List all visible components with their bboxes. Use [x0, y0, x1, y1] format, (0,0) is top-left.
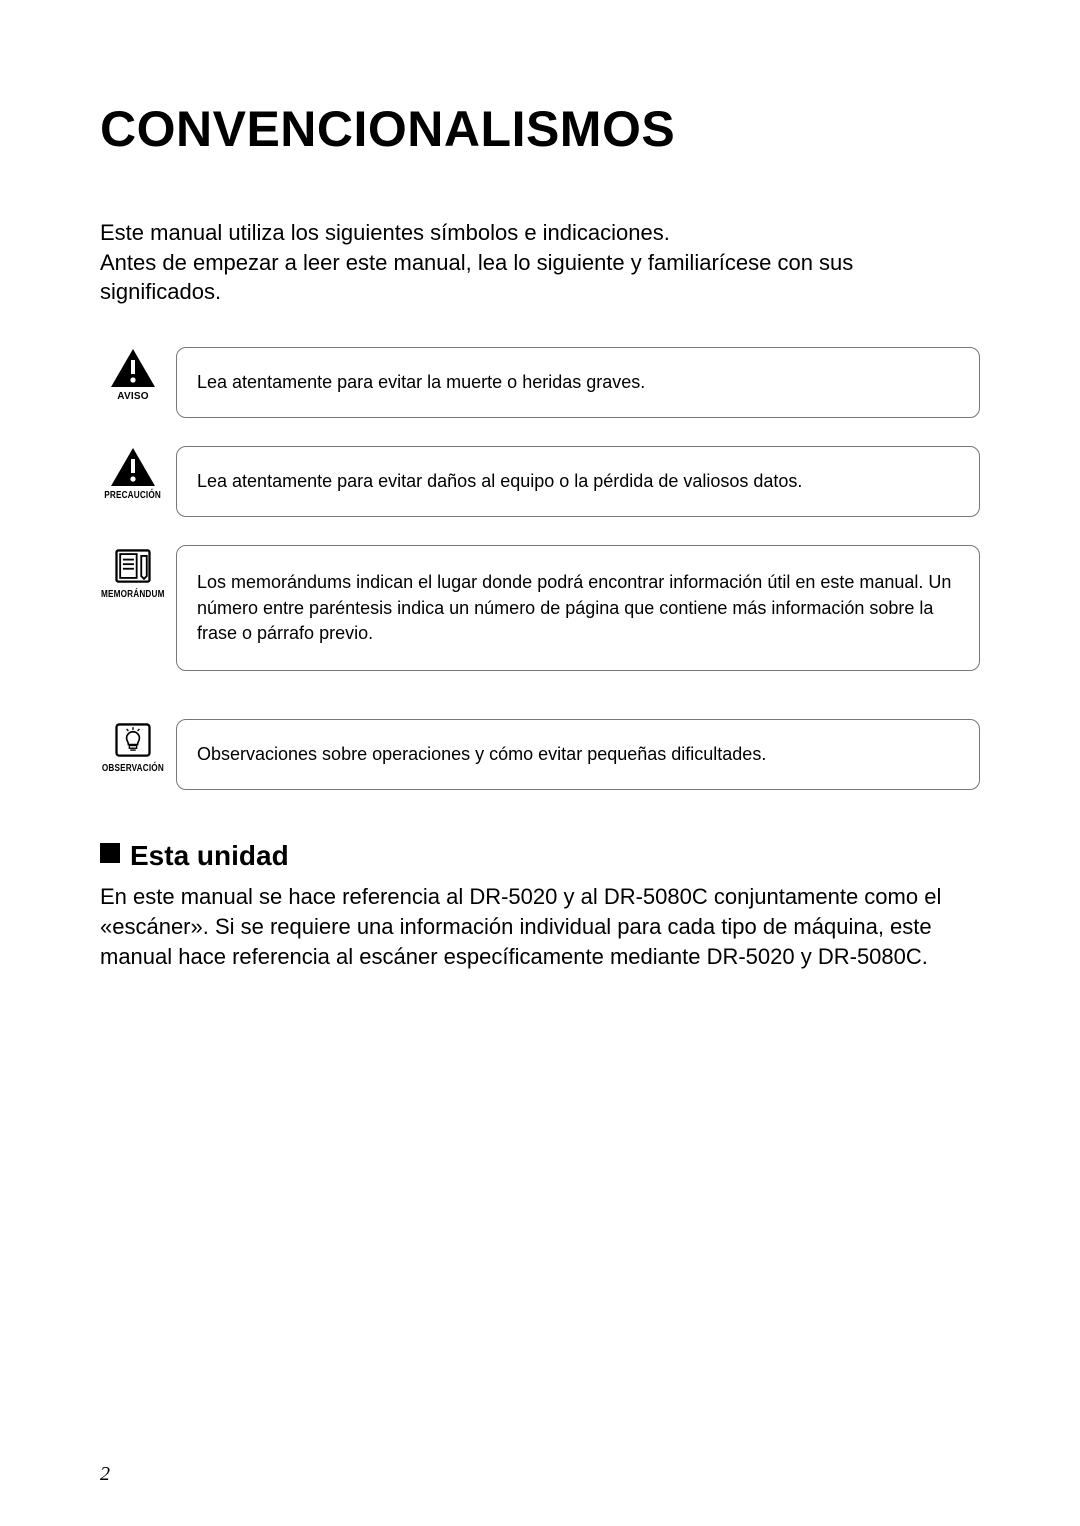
intro-paragraph: Este manual utiliza los siguientes símbo… — [100, 218, 980, 307]
symbol-icon-col: PRECAUCIÓN — [100, 446, 166, 517]
symbol-description-text: Los memorándums indican el lugar donde p… — [197, 570, 959, 646]
symbol-row-memorandum: MEMORÁNDUM Los memorándums indican el lu… — [100, 545, 980, 671]
square-bullet-icon — [100, 843, 120, 863]
symbol-row-observacion: OBSERVACIÓN Observaciones sobre operacio… — [100, 719, 980, 790]
symbol-description-box: Los memorándums indican el lugar donde p… — [176, 545, 980, 671]
symbol-label: AVISO — [117, 391, 148, 402]
symbol-description-box: Observaciones sobre operaciones y cómo e… — [176, 719, 980, 790]
warning-triangle-icon — [109, 347, 157, 389]
symbol-description-text: Observaciones sobre operaciones y cómo e… — [197, 742, 766, 767]
section-heading-text: Esta unidad — [130, 840, 289, 871]
symbol-row-aviso: AVISO Lea atentamente para evitar la mue… — [100, 347, 980, 418]
symbol-description-text: Lea atentamente para evitar daños al equ… — [197, 469, 802, 494]
page-title: CONVENCIONALISMOS — [100, 100, 980, 158]
symbol-label: OBSERVACIÓN — [102, 763, 164, 774]
symbol-label: MEMORÁNDUM — [101, 589, 165, 600]
symbol-icon-col: MEMORÁNDUM — [100, 545, 166, 671]
symbol-label: PRECAUCIÓN — [105, 490, 162, 501]
symbol-description-box: Lea atentamente para evitar daños al equ… — [176, 446, 980, 517]
symbol-icon-col: OBSERVACIÓN — [100, 719, 166, 790]
lightbulb-icon — [109, 719, 157, 761]
warning-triangle-icon — [109, 446, 157, 488]
page-number: 2 — [100, 1463, 110, 1486]
symbol-description-box: Lea atentamente para evitar la muerte o … — [176, 347, 980, 418]
symbol-description-text: Lea atentamente para evitar la muerte o … — [197, 370, 645, 395]
symbol-row-precaucion: PRECAUCIÓN Lea atentamente para evitar d… — [100, 446, 980, 517]
memo-page-icon — [109, 545, 157, 587]
symbol-icon-col: AVISO — [100, 347, 166, 418]
section-heading: Esta unidad — [100, 840, 980, 872]
section-body: En este manual se hace referencia al DR-… — [100, 882, 980, 971]
document-page: CONVENCIONALISMOS Este manual utiliza lo… — [0, 0, 1080, 971]
